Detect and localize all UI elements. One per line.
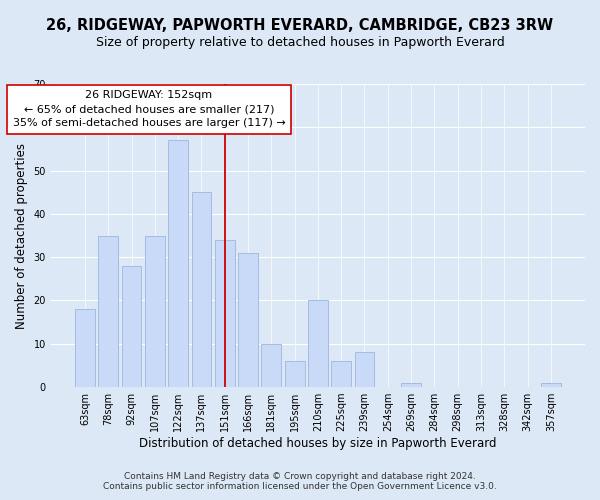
Bar xyxy=(122,266,142,387)
Bar xyxy=(401,383,421,387)
Bar xyxy=(98,236,118,387)
Bar xyxy=(262,344,281,387)
Bar xyxy=(168,140,188,387)
Text: 26 RIDGEWAY: 152sqm
← 65% of detached houses are smaller (217)
35% of semi-detac: 26 RIDGEWAY: 152sqm ← 65% of detached ho… xyxy=(13,90,286,128)
Bar xyxy=(355,352,374,387)
X-axis label: Distribution of detached houses by size in Papworth Everard: Distribution of detached houses by size … xyxy=(139,437,497,450)
Text: Contains public sector information licensed under the Open Government Licence v3: Contains public sector information licen… xyxy=(103,482,497,491)
Bar xyxy=(541,383,561,387)
Bar xyxy=(285,361,305,387)
Bar xyxy=(145,236,165,387)
Text: Size of property relative to detached houses in Papworth Everard: Size of property relative to detached ho… xyxy=(95,36,505,49)
Bar xyxy=(331,361,351,387)
Y-axis label: Number of detached properties: Number of detached properties xyxy=(15,142,28,328)
Text: 26, RIDGEWAY, PAPWORTH EVERARD, CAMBRIDGE, CB23 3RW: 26, RIDGEWAY, PAPWORTH EVERARD, CAMBRIDG… xyxy=(46,18,554,32)
Bar xyxy=(191,192,211,387)
Bar xyxy=(238,253,258,387)
Bar xyxy=(75,309,95,387)
Text: Contains HM Land Registry data © Crown copyright and database right 2024.: Contains HM Land Registry data © Crown c… xyxy=(124,472,476,481)
Bar xyxy=(215,240,235,387)
Bar xyxy=(308,300,328,387)
